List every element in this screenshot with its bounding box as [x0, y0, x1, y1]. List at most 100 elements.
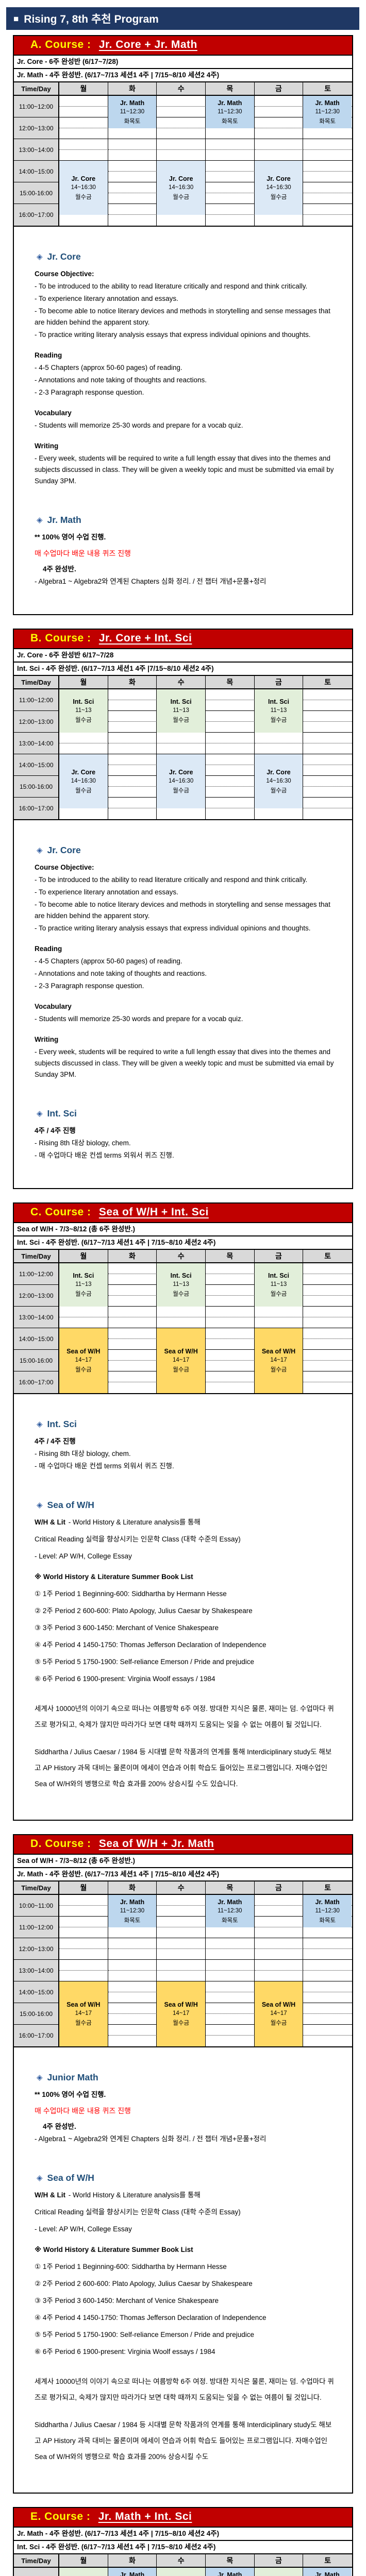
day-header: 목: [206, 2554, 255, 2568]
class-block: Jr. Core 14~16:30 월수금: [157, 161, 205, 215]
schedule-cell: [108, 787, 157, 798]
class-block-name: Int. Sci: [73, 1272, 94, 1279]
subject-heading-label: Junior Math: [47, 2072, 98, 2083]
course-subtitles: Jr. Math - 4주 완성반. (6/17~7/13 세션1 4주 | 7…: [14, 2528, 352, 2554]
schedule-cell: [108, 128, 157, 139]
day-header: 수: [157, 1250, 206, 1263]
class-block-time: 14~16:30: [169, 184, 193, 191]
desc-subheading: Course Objective:: [35, 268, 338, 280]
schedule-cell: [108, 1339, 157, 1350]
schedule-cell: [108, 2003, 157, 2014]
schedule-cell: [59, 1971, 108, 1981]
diamond-icon: ◈: [37, 1110, 43, 1117]
schedule-cell: [157, 96, 206, 107]
desc-lead: W/H & Lit: [35, 1518, 65, 1526]
class-block-name: Jr. Core: [267, 175, 291, 182]
schedule-cell: [108, 150, 157, 161]
schedule-cell: [157, 733, 206, 743]
class-block-time: 14~17: [173, 1357, 189, 1363]
schedule-cell: [206, 1927, 255, 1938]
spacer: [35, 431, 338, 440]
time-day-header: Time/Day: [14, 1882, 59, 1895]
class-block-time: 11~13: [271, 707, 287, 714]
course-letter: E. Course :: [30, 2511, 90, 2522]
class-block-name: Sea of W/H: [66, 2001, 100, 2008]
schedule-cell: [255, 150, 304, 161]
schedule-cell: [59, 1949, 108, 1960]
course-letter: A. Course :: [30, 39, 91, 50]
desc-line: - 4-5 Chapters (approx 50-60 pages) of r…: [35, 362, 338, 374]
schedule-cell: [59, 743, 108, 754]
class-block-name: Jr. Core: [169, 175, 193, 182]
schedule-cell: [206, 1938, 255, 1949]
schedule-cell: [206, 161, 255, 172]
day-header: 수: [157, 2554, 206, 2568]
class-block-days: 월수금: [75, 1290, 92, 1298]
class-block-days: 월수금: [173, 193, 189, 201]
desc-subheading: ※ World History & Literature Summer Book…: [35, 1571, 338, 1583]
class-block-name: Sea of W/H: [262, 2001, 295, 2008]
day-header: 토: [303, 676, 352, 689]
schedule-cell: [206, 1285, 255, 1296]
class-block-days: 월수금: [75, 193, 92, 201]
desc-line: ④ 4주 Period 4 1450-1750: Thomas Jefferso…: [35, 2312, 338, 2324]
subject-heading-label: Sea of W/H: [47, 2173, 94, 2183]
schedule-cell: [59, 215, 108, 226]
schedule-cell: [206, 2025, 255, 2036]
schedule-cell: [108, 743, 157, 754]
schedule-cell: [59, 117, 108, 128]
desc-subheading: 4주 / 4주 진행: [35, 1125, 338, 1137]
class-block-name: Jr. Math: [218, 1899, 242, 1906]
time-label: 16:00~17:00: [14, 204, 59, 226]
schedule-cell: [59, 128, 108, 139]
time-label: 16:00~17:00: [14, 1371, 59, 1393]
schedule-cell: [206, 128, 255, 139]
schedule-cell: [157, 150, 206, 161]
schedule-cell: [255, 1949, 304, 1960]
schedule-cell: [59, 1895, 108, 1906]
desc-line: W/H & Lit - World History & Literature a…: [35, 2190, 338, 2201]
class-block-time: 11~12:30: [120, 109, 144, 115]
class-block-time: 11~13: [271, 1281, 287, 1287]
class-block-days: 화목토: [222, 117, 238, 125]
class-block-days: 월수금: [173, 786, 189, 794]
spacer: [35, 992, 338, 1001]
schedule-cell: [206, 711, 255, 722]
schedule-cell: [108, 1350, 157, 1361]
schedule-cell: [303, 1971, 352, 1981]
class-block-name: Int. Sci: [171, 698, 192, 705]
main-header: ■ Rising 7, 8th 추천 Program: [6, 7, 359, 30]
class-block-days: 화목토: [319, 117, 336, 125]
time-label: 16:00~17:00: [14, 2025, 59, 2046]
course-name: Jr. Core + Jr. Math: [99, 39, 197, 50]
class-block-days: 월수금: [75, 716, 92, 724]
day-header: 금: [255, 1882, 304, 1895]
schedule-cell: [303, 1960, 352, 1971]
spacer: [35, 1690, 338, 1700]
course-subtitle: Jr. Core - 6주 완성반 (6/17~7/28): [14, 56, 352, 69]
schedule-cell: [157, 1927, 206, 1938]
course-section: A. Course : Jr. Core + Jr. Math Jr. Core…: [13, 35, 353, 615]
class-block-days: 월수금: [271, 1365, 287, 1374]
schedule-cell: [255, 1971, 304, 1981]
schedule-cell: [303, 689, 352, 700]
desc-line: - Every week, students will be required …: [35, 453, 338, 487]
desc-line: - 매 수업마다 배운 컨셉 terms 외워서 퀴즈 진행.: [35, 1150, 338, 1161]
course-subtitles: Jr. Core - 6주 완성반 (6/17~7/28)Jr. Math - …: [14, 56, 352, 82]
schedule-cell: [59, 139, 108, 150]
class-block-time: 14~17: [173, 2010, 189, 2016]
schedule-cell: [206, 1350, 255, 1361]
schedule-cell: [206, 1981, 255, 1992]
spacer: [35, 398, 338, 408]
desc-red-line: 매 수업마다 배운 내용 퀴즈 진행: [35, 548, 338, 559]
schedule-cell: [255, 1938, 304, 1949]
schedule-cell: [303, 765, 352, 776]
desc-subheading: ** 100% 영어 수업 진행.: [35, 2089, 338, 2100]
